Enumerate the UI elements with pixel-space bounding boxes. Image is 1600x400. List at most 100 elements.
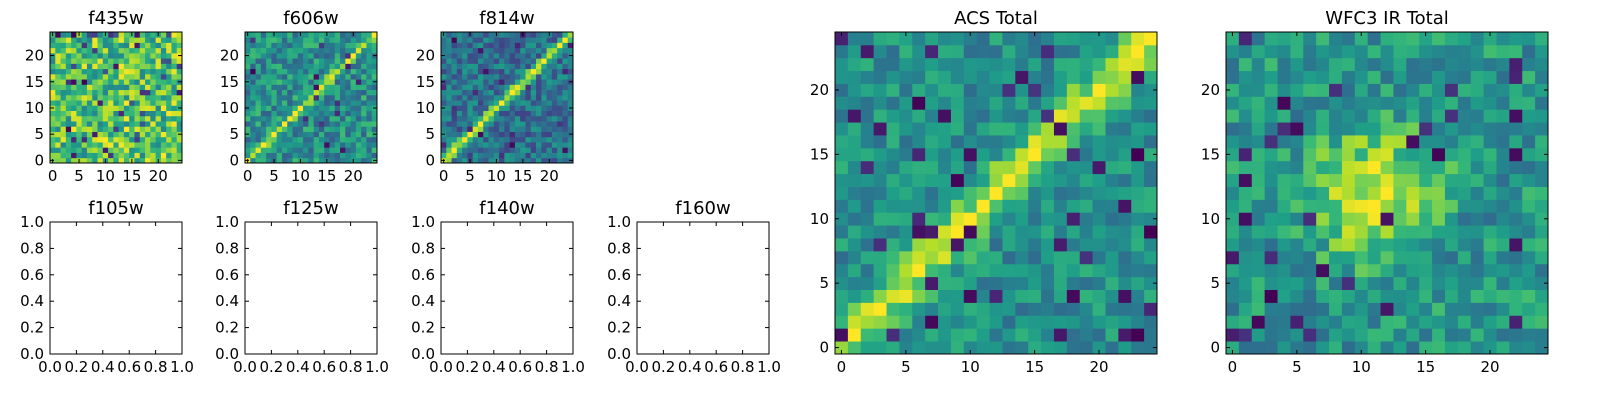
heatmap-cell xyxy=(504,84,511,91)
heatmap-cell xyxy=(1509,57,1523,72)
heatmap-cell xyxy=(366,84,373,91)
heatmap-cell xyxy=(129,63,135,70)
y-tick-label: 10 xyxy=(810,210,829,228)
heatmap-cell xyxy=(287,152,293,159)
heatmap-cell xyxy=(134,84,141,91)
heatmap-cell xyxy=(1522,57,1536,72)
heatmap-cell xyxy=(976,70,990,84)
heatmap-cell xyxy=(1470,289,1484,303)
heatmap-cell xyxy=(477,73,484,80)
heatmap-cell xyxy=(938,135,952,149)
heatmap-cell xyxy=(1367,44,1381,59)
heatmap-cell xyxy=(1457,263,1472,278)
heatmap-cell xyxy=(1131,341,1145,355)
heatmap-cell xyxy=(65,152,72,159)
heatmap-cell xyxy=(81,131,88,138)
heatmap-cell xyxy=(912,302,926,316)
heatmap-cell xyxy=(1238,315,1253,329)
heatmap-cell xyxy=(250,105,256,111)
heatmap-cell xyxy=(329,58,336,64)
heatmap-cell xyxy=(847,199,862,213)
x-tick-label: 0.4 xyxy=(678,358,702,376)
heatmap-cell xyxy=(488,79,495,85)
heatmap-cell xyxy=(562,42,569,49)
heatmap-cell xyxy=(1290,328,1304,342)
heatmap-cell xyxy=(345,105,351,111)
heatmap-cell xyxy=(371,58,378,64)
heatmap-cell xyxy=(255,126,262,132)
heatmap-cell xyxy=(71,47,77,54)
heatmap-cell xyxy=(118,68,125,75)
heatmap-cell xyxy=(1092,315,1106,329)
heatmap-cell xyxy=(525,42,532,49)
heatmap-cell xyxy=(557,110,563,117)
heatmap-cell xyxy=(255,73,262,80)
heatmap-cell xyxy=(129,136,135,143)
heatmap-cell xyxy=(108,68,114,75)
heatmap-cell xyxy=(860,83,875,97)
heatmap-cell xyxy=(1496,135,1510,149)
heatmap-cell xyxy=(1329,302,1343,316)
heatmap-cell xyxy=(1105,147,1119,162)
heatmap-cell xyxy=(166,47,172,54)
heatmap-cell xyxy=(123,32,130,38)
heatmap-cell xyxy=(488,115,495,122)
heatmap-cell xyxy=(1079,225,1093,239)
heatmap-cell xyxy=(1264,199,1278,213)
heatmap-cell xyxy=(250,89,256,96)
heatmap-cell xyxy=(102,152,109,159)
heatmap-cell xyxy=(467,89,474,96)
heatmap-cell xyxy=(541,37,547,43)
heatmap-cell xyxy=(472,37,479,43)
heatmap-cell xyxy=(303,100,309,106)
heatmap-cell xyxy=(50,94,56,101)
heatmap-cell xyxy=(1393,225,1407,239)
heatmap-cell xyxy=(1028,250,1042,265)
heatmap-cell xyxy=(250,126,256,132)
heatmap-cell xyxy=(276,121,283,127)
heatmap-cell xyxy=(963,250,978,265)
heatmap-cell xyxy=(276,157,283,164)
heatmap-cell xyxy=(446,73,452,80)
heatmap-cell xyxy=(504,32,511,38)
heatmap-cell xyxy=(520,79,526,85)
heatmap-cell xyxy=(536,105,542,111)
x-tick-label: 0.0 xyxy=(38,358,62,376)
heatmap-cell xyxy=(334,37,341,43)
heatmap-cell xyxy=(504,52,511,59)
heatmap-cell xyxy=(1367,96,1381,110)
heatmap-cell xyxy=(1290,238,1304,252)
y-tick-label: 0.6 xyxy=(607,266,631,284)
heatmap-cell xyxy=(1277,263,1291,278)
heatmap-cell xyxy=(1144,315,1158,329)
heatmap-cell xyxy=(1144,32,1158,46)
heatmap-cell xyxy=(938,44,952,59)
heatmap-cell xyxy=(446,126,452,132)
heatmap-cell xyxy=(245,110,251,117)
heatmap-cell xyxy=(1470,238,1484,252)
heatmap-cell xyxy=(938,32,952,46)
heatmap-cell xyxy=(287,37,293,43)
heatmap-cell xyxy=(245,37,251,43)
heatmap-cell xyxy=(139,89,146,96)
heatmap-cell xyxy=(287,142,293,148)
heatmap-cell xyxy=(139,110,146,117)
heatmap-cell xyxy=(171,100,178,106)
heatmap-cell xyxy=(1002,328,1016,342)
heatmap-cell xyxy=(504,115,511,122)
heatmap-cell xyxy=(514,79,521,85)
heatmap-cell xyxy=(1131,328,1145,342)
heatmap-cell xyxy=(355,73,362,80)
heatmap-cell xyxy=(113,136,120,143)
heatmap-cell xyxy=(139,136,146,143)
heatmap-cell xyxy=(329,121,336,127)
heatmap-cell xyxy=(1002,135,1016,149)
heatmap-cell xyxy=(1238,212,1253,226)
heatmap-cell xyxy=(562,157,569,164)
heatmap-cell xyxy=(1354,135,1369,149)
heatmap-cell xyxy=(1053,44,1068,59)
heatmap-cell xyxy=(102,63,109,70)
heatmap-cell xyxy=(71,142,77,148)
heatmap-cell xyxy=(451,73,458,80)
heatmap-cell xyxy=(1066,315,1081,329)
